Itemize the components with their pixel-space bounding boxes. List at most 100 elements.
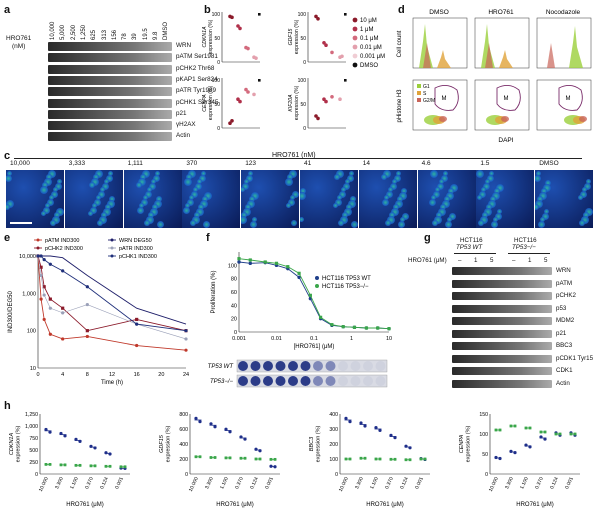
panel-f-point	[237, 257, 241, 261]
panel-d-hist-frame	[536, 17, 592, 69]
panel-e-point	[48, 332, 52, 336]
panel-a-blot-band	[48, 87, 172, 97]
panel-c-nucleus	[47, 199, 54, 206]
panel-e-point	[61, 311, 65, 315]
panel-c-nucleus	[140, 199, 148, 206]
panel-a-band-label: pKAP1 Ser824	[176, 75, 218, 83]
panel-d-hist-peak	[547, 43, 555, 68]
panel-c-nucleus	[446, 217, 452, 222]
panel-c-nucleus	[45, 203, 50, 208]
panel-b-point	[238, 99, 242, 104]
panel-h-point	[194, 416, 198, 420]
panel-d-col-title: DMSO	[429, 9, 449, 16]
panel-d-legend-swatch	[417, 84, 421, 88]
panel-e-legend-marker	[36, 238, 40, 242]
panel-c-nucleus	[349, 171, 354, 176]
panel-h-subplot: 0 250 500 750 1,000 1,250 CDKN1Aexpression (%)…	[9, 412, 130, 508]
panel-e-series-line	[37, 255, 187, 340]
panel-h-xtick: 10.000	[38, 476, 50, 493]
panel-c-nucleus	[441, 200, 450, 208]
panel-h-point	[59, 431, 63, 436]
panel-h-xtick: 0.370	[84, 476, 95, 490]
panel-b-point	[338, 97, 342, 101]
panel-c-nucleus	[142, 195, 148, 200]
panel-h-point	[494, 455, 498, 460]
panel-a-conc-label: 9.8	[153, 31, 159, 40]
panel-b-ytick: 50	[300, 102, 306, 108]
panel-h-ytick: 500	[29, 448, 38, 454]
panel-b-point	[314, 14, 318, 19]
panel-f-plate-well	[325, 361, 336, 371]
panel-b-point	[236, 97, 240, 101]
panel-h-xtick: 1.100	[519, 476, 530, 490]
panel-b-legend-label: DMSO	[360, 63, 378, 69]
panel-h-point	[408, 458, 412, 462]
panel-b-legend-label: 0.01 μM	[360, 45, 382, 51]
panel-c-nucleus	[545, 180, 552, 186]
panel-d-col-title: Nocodazole	[546, 9, 581, 16]
panel-b-legend-label: 0.1 μM	[360, 36, 378, 42]
panel-c-nucleus	[392, 204, 399, 210]
panel-c-nucleus	[387, 187, 393, 192]
panel-h-point	[209, 456, 213, 459]
panel-a-conc-label: 625	[91, 29, 98, 40]
panel-b-legend-marker	[352, 44, 358, 50]
panel-h-point	[243, 437, 247, 441]
panel-a-blot-band	[48, 42, 172, 51]
panel-d-gate-label: M	[504, 96, 509, 102]
panel-b-ytick: 50	[300, 36, 306, 42]
panel-c-nucleus	[196, 208, 205, 216]
panel-h-point	[509, 424, 513, 428]
panel-e-point	[85, 302, 89, 307]
panel-c-nucleus	[540, 217, 546, 222]
panel-c-nucleus	[390, 208, 399, 216]
panel-c-conc-label: DMSO	[539, 160, 559, 167]
panel-b-ytick: 100	[298, 78, 307, 84]
panel-e-legend-marker	[110, 238, 114, 242]
panel-c-nucleus	[96, 220, 103, 226]
panel-a-conc-label: 2,500	[70, 24, 77, 40]
panel-c-nucleus	[544, 209, 550, 214]
panel-c-nucleus	[537, 196, 544, 202]
panel-d-legend-label: G2/M	[423, 98, 435, 104]
panel-e-legend-marker	[36, 246, 40, 250]
panel-c-nucleus	[476, 170, 485, 178]
panel-c-conc-label: 123	[245, 160, 257, 167]
panel-e-point	[48, 306, 52, 310]
panel-h-xtick: 10.000	[188, 476, 200, 493]
panel-c-nucleus	[105, 175, 113, 182]
panel-e-legend-marker	[110, 254, 114, 258]
panel-f-ytick: 80	[231, 277, 237, 283]
panel-c-conc-label: 3,333	[68, 160, 86, 167]
panel-f-legend-label: HCT116 TP53 WT	[322, 276, 371, 282]
panel-h-xtick: 0.370	[384, 476, 395, 490]
panel-c-nucleus	[201, 171, 207, 176]
panel-h-ytick: 150	[479, 412, 488, 418]
panel-c-nucleus	[89, 207, 97, 214]
panel-e-point	[85, 285, 89, 289]
panel-e-legend-label: pATR IND300	[119, 246, 153, 252]
panel-h-point	[44, 427, 48, 432]
panel-d-ylabel-bottom: pHistone H3	[397, 89, 403, 123]
panel-a-conc-label: 39	[132, 33, 139, 40]
panel-c-nucleus	[50, 220, 56, 226]
panel-h-point	[494, 428, 498, 432]
panel-c-nucleus	[485, 179, 491, 184]
panel-d-cluster	[579, 116, 587, 122]
panel-c-conc-label: 370	[186, 160, 198, 167]
panel-h-point	[554, 432, 558, 436]
panel-c-nucleus	[346, 204, 352, 210]
panel-f-plate-well	[300, 376, 311, 386]
panel-d-col-title: HRO761	[488, 9, 514, 16]
panel-h-point	[104, 451, 108, 455]
panel-e-point	[61, 306, 65, 310]
panel-c-nucleus	[345, 179, 350, 184]
panel-h-point	[74, 437, 78, 441]
panel-h-point	[74, 463, 78, 467]
panel-d-gate	[434, 85, 459, 111]
panel-h-point	[239, 435, 243, 439]
panel-c-nucleus	[436, 183, 444, 190]
panel-c-nucleus	[185, 203, 191, 208]
panel-h-point	[78, 463, 82, 467]
panel-f-plate-well	[288, 376, 298, 386]
